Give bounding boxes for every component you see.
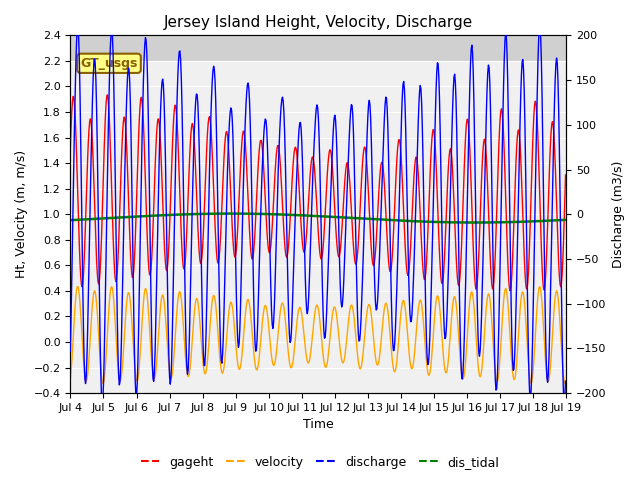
velocity — [74, 284, 82, 289]
velocity — [561, 381, 569, 386]
discharge — [127, 131, 135, 136]
dis_tidal — [472, 220, 479, 226]
Y-axis label: Discharge (m3/s): Discharge (m3/s) — [612, 160, 625, 268]
gageht — [127, 261, 135, 266]
discharge — [99, 401, 106, 407]
dis_tidal — [393, 217, 401, 223]
velocity — [393, 359, 401, 364]
gageht — [204, 131, 211, 137]
discharge — [76, 58, 83, 64]
gageht — [67, 144, 74, 149]
discharge — [393, 286, 401, 292]
Line: velocity: velocity — [70, 287, 566, 384]
dis_tidal — [378, 217, 386, 223]
velocity — [204, 358, 211, 364]
gageht — [378, 160, 386, 166]
Title: Jersey Island Height, Velocity, Discharge: Jersey Island Height, Velocity, Discharg… — [164, 15, 473, 30]
velocity — [67, 375, 74, 381]
velocity — [562, 380, 570, 386]
Line: gageht: gageht — [70, 95, 566, 291]
dis_tidal — [67, 217, 74, 223]
discharge — [177, 74, 185, 80]
Bar — [70, 36, 566, 61]
velocity — [177, 296, 185, 302]
gageht — [393, 157, 401, 163]
gageht — [177, 231, 185, 237]
velocity — [127, 307, 135, 312]
dis_tidal — [203, 211, 211, 216]
gageht — [76, 243, 83, 249]
Line: dis_tidal: dis_tidal — [70, 214, 566, 223]
Text: GT_usgs: GT_usgs — [80, 57, 138, 70]
dis_tidal — [76, 217, 83, 223]
X-axis label: Time: Time — [303, 419, 333, 432]
gageht — [562, 172, 570, 178]
Legend: gageht, velocity, discharge, dis_tidal: gageht, velocity, discharge, dis_tidal — [136, 451, 504, 474]
dis_tidal — [177, 212, 184, 217]
discharge — [204, 268, 211, 274]
dis_tidal — [127, 214, 134, 220]
discharge — [378, 171, 386, 177]
dis_tidal — [228, 211, 236, 216]
dis_tidal — [562, 217, 570, 223]
velocity — [76, 301, 84, 307]
Line: discharge: discharge — [70, 27, 566, 404]
velocity — [378, 324, 386, 330]
gageht — [104, 92, 111, 98]
Y-axis label: Ht, Velocity (m, m/s): Ht, Velocity (m, m/s) — [15, 150, 28, 278]
gageht — [507, 288, 515, 294]
discharge — [536, 24, 544, 30]
discharge — [562, 378, 570, 384]
discharge — [67, 348, 74, 354]
